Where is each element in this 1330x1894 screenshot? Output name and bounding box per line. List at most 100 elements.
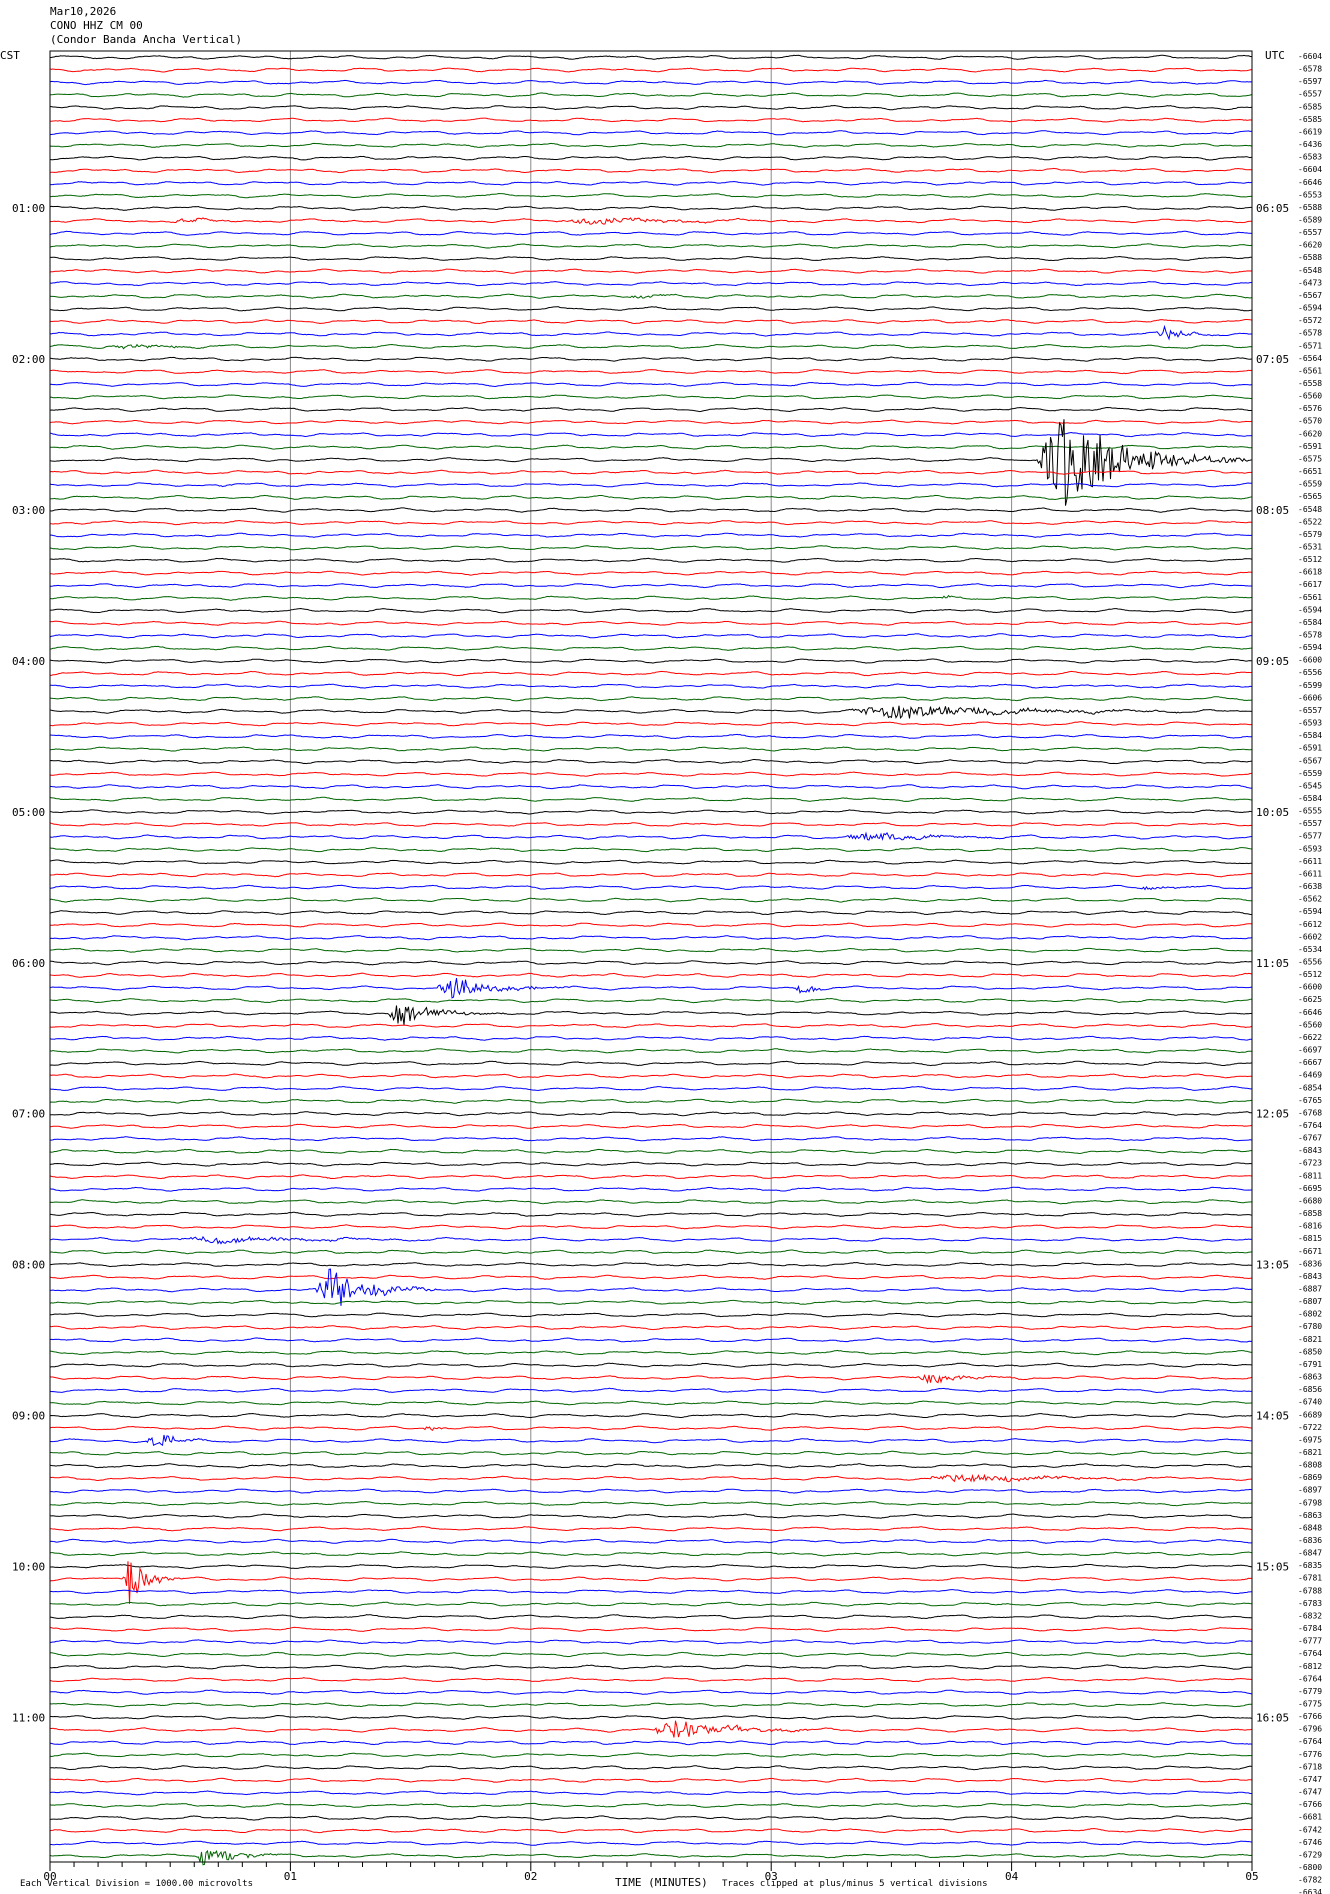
trace-line [49,1488,1252,1494]
trace-line [49,1538,1252,1544]
left-hour-label: 10:00 [12,1560,45,1573]
trace-line [49,1005,1252,1026]
trace-line [49,733,1252,740]
trace-offset-label: -6611 [1298,857,1322,866]
trace-offset-label: -6567 [1298,291,1322,300]
trace-offset-label: -6812 [1298,1662,1322,1671]
trace-offset-label: -6689 [1298,1410,1322,1419]
trace-line [49,1849,1252,1866]
trace-offset-label: -6681 [1298,1813,1322,1822]
trace-offset-label: -6782 [1298,1876,1322,1885]
trace-offset-label: -6856 [1298,1385,1322,1394]
trace-offset-label: -6571 [1298,341,1322,350]
trace-offset-label: -6555 [1298,807,1322,816]
trace-offset-label: -6600 [1298,656,1322,665]
trace-line [49,1060,1252,1067]
trace-line [49,482,1252,488]
trace-line [49,972,1252,978]
trace-offset-label: -6796 [1298,1725,1322,1734]
trace-line [49,1349,1252,1356]
trace-offset-label: -6436 [1298,140,1322,149]
trace-line [49,67,1252,73]
x-tick-label: 05 [1245,1870,1258,1883]
trace-line [49,1161,1252,1167]
trace-offset-label: -6548 [1298,266,1322,275]
trace-line [50,1689,1252,1695]
trace-offset-label: -6584 [1298,731,1322,740]
trace-offset-label: -6863 [1298,1511,1322,1520]
trace-line [50,1136,1252,1142]
trace-line [49,1073,1252,1079]
trace-line [50,1211,1252,1218]
trace-offset-label: -6602 [1298,932,1322,941]
trace-line [49,1589,1252,1595]
trace-line [49,633,1252,639]
right-hour-label: 15:05 [1256,1560,1289,1573]
left-hour-label: 06:00 [12,957,45,970]
trace-line [49,1765,1252,1771]
trace-offset-label: -6473 [1298,278,1322,287]
trace-offset-label: -6585 [1298,115,1322,124]
trace-offset-label: -6575 [1298,454,1322,463]
trace-offset-label: -6788 [1298,1586,1322,1595]
right-hour-labels: 06:05 07:05 08:05 09:05 10:05 11:05 12:05 13:05… [1256,202,1289,1724]
trace-offset-label: -6651 [1298,467,1322,476]
trace-line [49,1400,1252,1406]
trace-offset-label: -6558 [1298,379,1322,388]
trace-offset-label: -6562 [1298,895,1322,904]
right-hour-label: 07:05 [1256,353,1289,366]
trace-offset-label: -6646 [1298,178,1322,187]
scale-note: Each Vertical Division = 1000.00 microvo… [20,1879,253,1889]
trace-offset-label: -6531 [1298,542,1322,551]
header-date: Mar10,2026 [50,5,116,18]
x-tick-label: 00 [43,1870,56,1883]
trace-offset-label: -6522 [1298,517,1322,526]
trace-line [49,142,1252,148]
trace-line [49,293,1252,299]
trace-line [49,381,1252,388]
right-hour-label: 09:05 [1256,655,1289,668]
trace-line [49,1473,1252,1483]
trace-offset-label: -6777 [1298,1637,1322,1646]
trace-line [49,1425,1252,1431]
trace-offset-label: -6512 [1298,555,1322,564]
trace-line [49,670,1252,677]
trace-line [49,997,1252,1004]
trace-line [49,54,1252,60]
trace-line [49,155,1252,161]
trace-offset-label: -6597 [1298,77,1322,86]
trace-line [49,1815,1252,1821]
trace-offset-label: -6843 [1298,1272,1322,1281]
trace-offset-label: -6559 [1298,480,1322,489]
trace-line [49,1249,1252,1255]
trace-line [50,1840,1252,1846]
left-hour-label: 04:00 [12,655,45,668]
left-hour-labels: 01:00 02:00 03:00 04:00 05:00 06:00 07:00 08:00… [12,202,45,1724]
trace-offset-label: -6742 [1298,1825,1322,1834]
trace-offset-label: -6746 [1298,1838,1322,1847]
trace-offset-label: -6781 [1298,1574,1322,1583]
trace-offset-label: -6599 [1298,681,1322,690]
trace-offset-labels: -6604 -6578 -6597 -6557 -6585 -6585 -6619 -6436… [1298,52,1322,1894]
right-hour-label: 13:05 [1256,1259,1289,1272]
trace-line [49,1023,1252,1029]
trace-offset-label: -6556 [1298,668,1322,677]
trace-line [49,831,1252,842]
trace-offset-label: -6646 [1298,1008,1322,1017]
trace-offset-label: -6634 [1298,1888,1322,1894]
trace-offset-label: -6570 [1298,417,1322,426]
trace-offset-label: -6556 [1298,958,1322,967]
trace-line [49,1752,1252,1758]
trace-offset-label: -6565 [1298,492,1322,501]
trace-line [49,494,1252,501]
trace-offset-label: -6588 [1298,203,1322,212]
trace-offset-label: -6869 [1298,1473,1322,1482]
trace-line [49,431,1252,438]
trace-line [49,1434,1252,1447]
trace-offset-label: -6557 [1298,706,1322,715]
trace-line [49,1639,1252,1645]
trace-offset-label: -6718 [1298,1762,1322,1771]
left-hour-label: 05:00 [12,806,45,819]
trace-offset-label: -6591 [1298,744,1322,753]
trace-line [49,557,1252,563]
